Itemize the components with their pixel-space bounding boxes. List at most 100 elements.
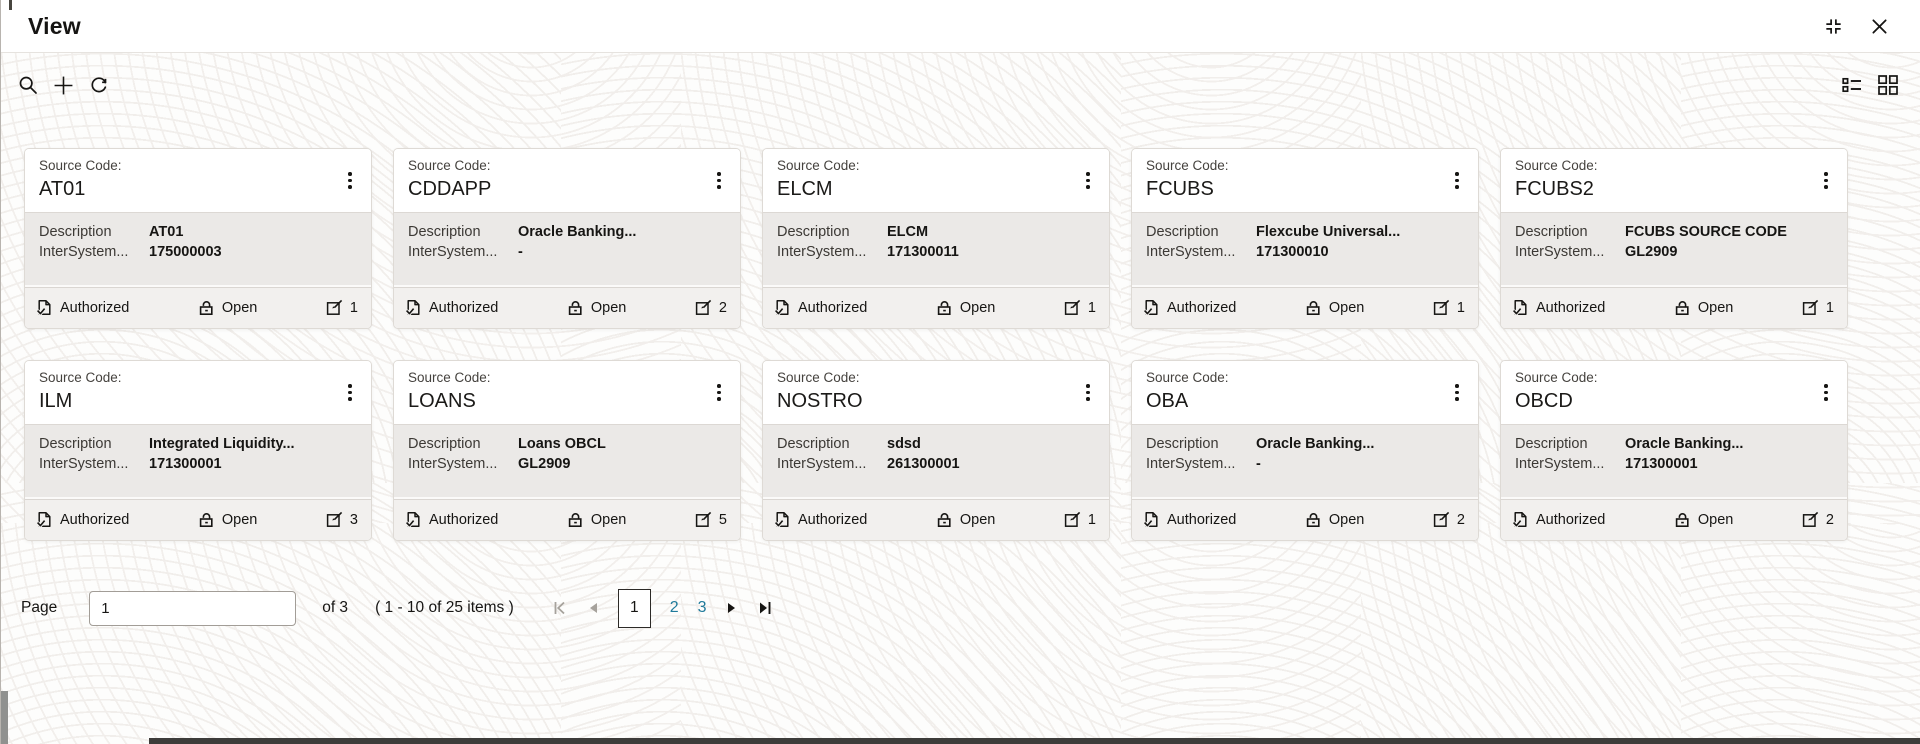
open-status: Open bbox=[1305, 299, 1364, 316]
intersystem-value: GL2909 bbox=[518, 455, 571, 472]
description-value: Integrated Liquidity... bbox=[149, 436, 295, 452]
intersystem-value: 171300010 bbox=[1256, 243, 1329, 260]
edit-count-icon bbox=[326, 511, 343, 528]
authorized-status: Authorized bbox=[1143, 511, 1236, 528]
authorized-doc-icon bbox=[1143, 511, 1160, 528]
edit-count: 3 bbox=[326, 511, 358, 528]
list-view-icon[interactable] bbox=[1842, 75, 1862, 95]
source-code-card: Source Code: CDDAPP Description Oracle B… bbox=[393, 148, 741, 329]
open-status: Open bbox=[198, 299, 257, 316]
next-page-icon[interactable] bbox=[726, 601, 738, 615]
page-link-1-current[interactable]: 1 bbox=[617, 588, 651, 628]
card-header: Source Code: ILM bbox=[25, 361, 371, 424]
card-header: Source Code: OBCD bbox=[1501, 361, 1847, 424]
kebab-menu-icon[interactable] bbox=[1075, 375, 1101, 411]
source-code-value: ILM bbox=[39, 389, 73, 412]
edit-count-value: 1 bbox=[1456, 299, 1465, 316]
description-label: Description bbox=[39, 436, 112, 452]
source-code-card: Source Code: ILM Description Integrated … bbox=[24, 360, 372, 541]
open-status: Open bbox=[567, 511, 626, 528]
card-body: Description AT01 InterSystem... 17500000… bbox=[25, 212, 371, 285]
card-header: Source Code: FCUBS bbox=[1132, 149, 1478, 212]
first-page-icon[interactable] bbox=[552, 600, 568, 616]
edit-count-value: 5 bbox=[718, 511, 727, 528]
authorized-doc-icon bbox=[1143, 299, 1160, 316]
window-edge-artifact bbox=[149, 738, 1920, 744]
pagination-bar: Page of 3 ( 1 - 10 of 25 items ) 1 2 3 bbox=[1, 588, 1920, 628]
description-value: Flexcube Universal... bbox=[1256, 224, 1401, 240]
intersystem-value: - bbox=[1256, 455, 1261, 472]
kebab-menu-icon[interactable] bbox=[337, 375, 363, 411]
authorized-doc-icon bbox=[1512, 511, 1529, 528]
description-label: Description bbox=[1146, 224, 1219, 240]
source-code-label: Source Code: bbox=[408, 158, 491, 173]
card-body: Description Integrated Liquidity... Inte… bbox=[25, 424, 371, 497]
card-footer: Authorized Open bbox=[763, 285, 1109, 328]
intersystem-label: InterSystem... bbox=[1515, 455, 1605, 472]
intersystem-value: 261300001 bbox=[887, 455, 960, 472]
authorized-label: Authorized bbox=[1536, 299, 1606, 316]
kebab-menu-icon[interactable] bbox=[1813, 163, 1839, 199]
description-value: Loans OBCL bbox=[518, 436, 606, 452]
page-link-3[interactable]: 3 bbox=[697, 599, 707, 616]
kebab-menu-icon[interactable] bbox=[1813, 375, 1839, 411]
authorized-doc-icon bbox=[774, 511, 791, 528]
kebab-menu-icon[interactable] bbox=[706, 163, 732, 199]
authorized-status: Authorized bbox=[405, 511, 498, 528]
kebab-menu-icon[interactable] bbox=[1444, 163, 1470, 199]
authorized-doc-icon bbox=[774, 299, 791, 316]
open-label: Open bbox=[1697, 511, 1734, 528]
authorized-doc-icon bbox=[36, 511, 53, 528]
source-code-card: Source Code: OBA Description Oracle Bank… bbox=[1131, 360, 1479, 541]
source-code-value: AT01 bbox=[39, 177, 86, 200]
description-label: Description bbox=[408, 436, 481, 452]
last-page-icon[interactable] bbox=[757, 600, 773, 616]
open-label: Open bbox=[1328, 299, 1365, 316]
toolbar-left bbox=[18, 75, 109, 96]
card-body: Description Oracle Banking... InterSyste… bbox=[1132, 424, 1478, 497]
open-status: Open bbox=[1305, 511, 1364, 528]
open-status: Open bbox=[936, 511, 995, 528]
authorized-status: Authorized bbox=[1512, 511, 1605, 528]
edit-count: 1 bbox=[326, 299, 358, 316]
open-label: Open bbox=[1328, 511, 1365, 528]
edit-count: 1 bbox=[1433, 299, 1465, 316]
authorized-status: Authorized bbox=[1512, 299, 1605, 316]
source-code-card: Source Code: FCUBS Description Flexcube … bbox=[1131, 148, 1479, 329]
intersystem-label: InterSystem... bbox=[1515, 243, 1605, 260]
source-code-card: Source Code: FCUBS2 Description FCUBS SO… bbox=[1500, 148, 1848, 329]
open-lock-icon bbox=[936, 299, 953, 316]
edit-count-value: 1 bbox=[349, 299, 358, 316]
edit-count: 2 bbox=[1802, 511, 1834, 528]
intersystem-label: InterSystem... bbox=[39, 455, 129, 472]
kebab-menu-icon[interactable] bbox=[706, 375, 732, 411]
page-of-text: of 3 bbox=[322, 599, 349, 616]
kebab-menu-icon[interactable] bbox=[1444, 375, 1470, 411]
close-icon[interactable] bbox=[1871, 18, 1888, 35]
edit-count-icon bbox=[695, 299, 712, 316]
edit-count-value: 1 bbox=[1087, 299, 1096, 316]
add-icon[interactable] bbox=[53, 75, 74, 96]
page-input[interactable] bbox=[89, 590, 297, 626]
edit-count-icon bbox=[326, 299, 343, 316]
card-header: Source Code: NOSTRO bbox=[763, 361, 1109, 424]
description-label: Description bbox=[1146, 436, 1219, 452]
prev-page-icon[interactable] bbox=[587, 601, 599, 615]
collapse-icon[interactable] bbox=[1823, 16, 1844, 37]
grid-view-icon[interactable] bbox=[1878, 75, 1898, 95]
edit-count-value: 2 bbox=[1825, 511, 1834, 528]
kebab-menu-icon[interactable] bbox=[337, 163, 363, 199]
edit-count-value: 3 bbox=[349, 511, 358, 528]
search-icon[interactable] bbox=[18, 75, 38, 95]
intersystem-label: InterSystem... bbox=[777, 243, 867, 260]
source-code-label: Source Code: bbox=[39, 370, 122, 385]
kebab-menu-icon[interactable] bbox=[1075, 163, 1101, 199]
open-lock-icon bbox=[1305, 299, 1322, 316]
page-link-2[interactable]: 2 bbox=[669, 599, 679, 616]
refresh-icon[interactable] bbox=[89, 75, 109, 95]
open-label: Open bbox=[221, 299, 258, 316]
open-lock-icon bbox=[1674, 299, 1691, 316]
open-lock-icon bbox=[936, 511, 953, 528]
edit-count-icon bbox=[695, 511, 712, 528]
source-code-label: Source Code: bbox=[777, 370, 860, 385]
